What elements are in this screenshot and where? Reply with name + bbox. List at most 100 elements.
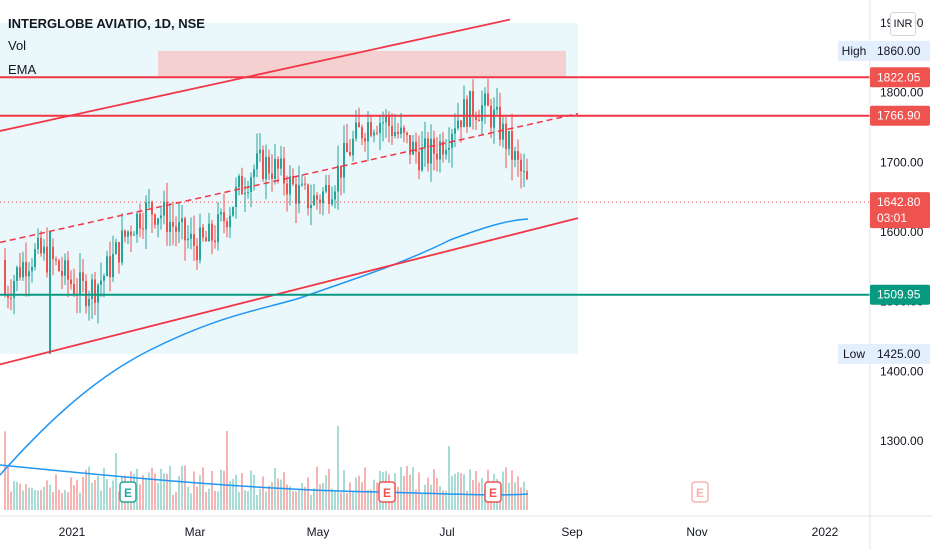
candle-body [316,195,318,200]
candle-body [418,151,420,171]
price-tag-last: 1642.80 03:01 [870,192,930,229]
volume-bar [184,465,186,510]
x-tick-label: Sep [561,525,583,539]
candle-body [409,135,411,155]
candle-body [58,260,60,271]
lower-trend-line [0,217,579,366]
candle-body [172,221,174,227]
candle-body [25,261,27,277]
candle-body [475,116,477,120]
svg-text:1509.95: 1509.95 [877,288,921,302]
volume-bar [355,477,357,510]
volume-bar [322,482,324,510]
upper-trend-line [0,18,511,132]
candle-body [208,223,210,242]
volume-bar [103,467,105,510]
candle-body [484,93,486,106]
symbol-title: INTERGLOBE AVIATIO, 1D, NSE [8,16,205,31]
candle-body [340,165,342,178]
volume-bar [247,490,249,510]
volume-bar [151,467,153,510]
candle-body [238,175,240,187]
candle-body [313,195,315,206]
price-tag-low: Low 1425.00 [838,343,930,364]
volume-bar [136,468,138,510]
candle-body [130,231,132,236]
volume-bar [148,472,150,510]
currency-button[interactable]: INR [890,12,916,36]
volume-bar [31,487,33,510]
candle-body [55,259,57,261]
candle-body [301,183,303,186]
volume-bar [100,490,102,510]
volume-bar [526,489,528,510]
volume-bar [16,481,18,510]
volume-bar [196,486,198,510]
candle-body [385,116,387,123]
volume-bar [262,476,264,510]
x-tick-label: 2021 [59,525,86,539]
volume-bar [37,490,39,510]
volume-bar [43,486,45,510]
candle-body [229,215,231,228]
volume-bar [523,481,525,510]
volume-bar [91,482,93,510]
volume-bar [4,431,6,510]
volume-bar [268,485,270,510]
volume-bar [433,469,435,510]
volume-bar [94,479,96,510]
volume-bar [226,430,228,510]
candle-body [337,165,339,192]
candle-body [358,122,360,128]
candle-body [463,99,465,128]
candle-body [271,173,273,179]
candle-body [184,218,186,241]
candle-body [31,266,33,272]
candle-body [226,221,228,228]
candle-body [196,245,198,261]
candle-body [256,153,258,170]
volume-bar [52,491,54,510]
candle-body [133,234,135,236]
volume-bar [46,480,48,510]
volume-bar [430,484,432,510]
candle-body [307,184,309,209]
volume-bar [346,492,348,510]
svg-text:1822.05: 1822.05 [877,70,921,84]
x-tick-label: 2022 [812,525,839,539]
volume-bar [361,482,363,510]
volume-bar [22,490,24,510]
candle-body [250,177,252,192]
volume-bar [154,473,156,510]
candle-body [334,191,336,200]
volume-bar [163,473,165,510]
candle-body [124,230,126,237]
candle-body [232,207,234,216]
volume-bar [97,476,99,510]
candle-body [367,122,369,142]
volume-bar [511,470,513,510]
volume-bar [118,491,120,510]
volume-bar [40,489,42,510]
volume-legend: Vol [8,38,27,53]
volume-bar [286,484,288,510]
candle-body [481,105,483,121]
y-tick-label: 1600.00 [880,225,924,239]
candle-body [178,222,180,232]
volume-bar [82,476,84,510]
candle-body [214,240,216,243]
candle-body [508,131,510,149]
earnings-label: E [696,486,704,500]
candle-body [142,228,144,230]
candle-body [109,256,111,278]
volume-bar [172,494,174,510]
candle-body [439,141,441,160]
price-tag-s1: 1509.95 [870,284,930,305]
candle-body [502,123,504,140]
volume-bar [67,492,69,510]
candle-body [451,133,453,148]
candle-body [397,131,399,134]
volume-bar [517,476,519,510]
candle-body [391,126,393,137]
